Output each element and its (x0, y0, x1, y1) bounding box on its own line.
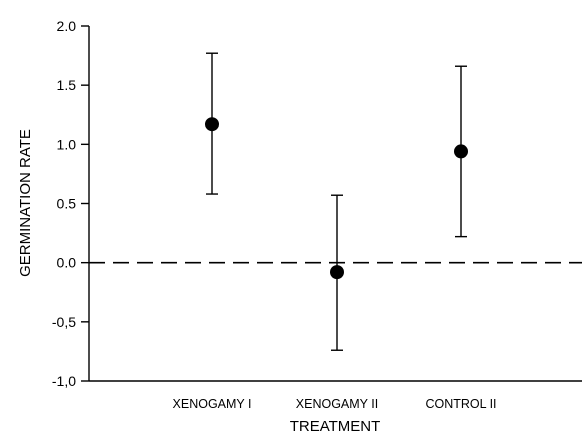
data-point (205, 117, 219, 132)
y-tick-label: 0.0 (57, 255, 77, 271)
x-axis-title: TREATMENT (290, 418, 381, 435)
data-point (330, 265, 344, 280)
y-axis-title: GERMINATION RATE (17, 129, 34, 277)
y-tick-label: 2.0 (57, 18, 77, 34)
x-category-label: XENOGAMY I (173, 397, 252, 411)
error-bars (206, 52, 467, 351)
x-axis-category-labels: XENOGAMY I XENOGAMY II CONTROL II (173, 397, 497, 411)
y-tick-label: 1.5 (57, 77, 77, 93)
data-points (205, 117, 468, 280)
x-category-label: CONTROL II (425, 397, 496, 411)
y-tick-label: 1.0 (57, 136, 77, 152)
x-category-label: XENOGAMY II (296, 397, 378, 411)
y-tick-label: 0.5 (57, 196, 77, 212)
y-axis-ticks: 2.0 1.5 1.0 0.5 0.0 -0,5 -1,0 (52, 18, 89, 389)
data-point (454, 144, 468, 159)
y-tick-label: -0,5 (52, 314, 76, 330)
y-tick-label: -1,0 (52, 373, 76, 389)
